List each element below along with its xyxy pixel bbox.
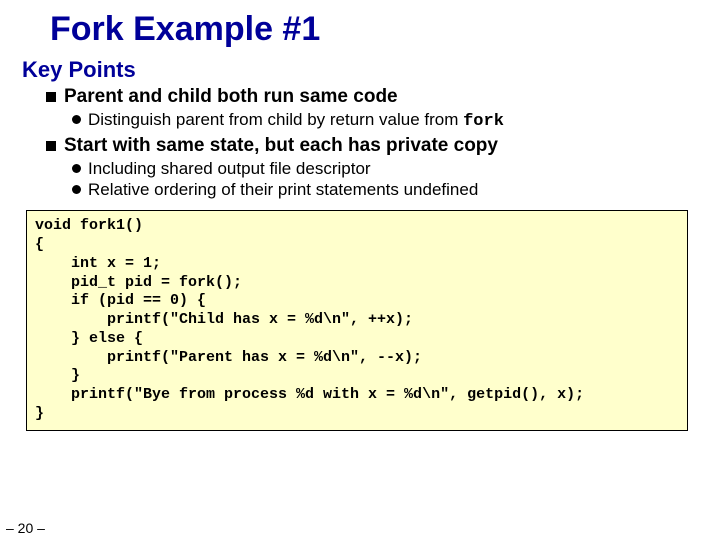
section-heading: Key Points <box>22 57 700 83</box>
bullet-l1: Parent and child both run same code <box>64 85 700 109</box>
bullet-l2: Distinguish parent from child by return … <box>88 109 700 132</box>
inline-code: fork <box>463 112 504 131</box>
bullet-l2: Relative ordering of their print stateme… <box>88 179 700 200</box>
code-block: void fork1() { int x = 1; pid_t pid = fo… <box>26 210 688 430</box>
bullet-list: Parent and child both run same code Dist… <box>20 85 700 200</box>
bullet-l1: Start with same state, but each has priv… <box>64 134 700 158</box>
page-number: – 20 – <box>6 520 45 536</box>
slide: Fork Example #1 Key Points Parent and ch… <box>0 0 720 540</box>
bullet-l2: Including shared output file descriptor <box>88 158 700 179</box>
slide-title: Fork Example #1 <box>50 10 700 49</box>
bullet-l2-text: Distinguish parent from child by return … <box>88 110 463 129</box>
